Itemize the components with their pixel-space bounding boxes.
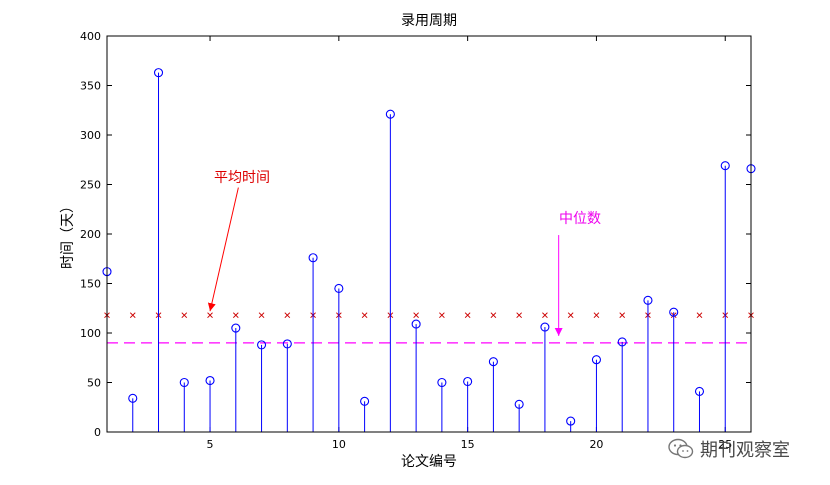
stem-point <box>591 355 601 365</box>
stem-point <box>514 399 524 409</box>
stem-point <box>669 307 679 317</box>
stem-point <box>205 375 215 386</box>
annotation-mean-arrow <box>207 187 239 312</box>
y-tick-label: 350 <box>80 80 101 93</box>
y-tick-label: 100 <box>80 327 101 340</box>
stem-point <box>411 319 421 329</box>
y-tick-label: 200 <box>80 228 101 241</box>
stem-point <box>617 337 627 347</box>
wechat-icon <box>668 438 694 459</box>
stem-point <box>282 339 292 349</box>
mean-marker <box>258 312 265 319</box>
mean-marker <box>516 312 523 319</box>
stem-point <box>334 283 344 294</box>
mean-marker <box>361 312 368 319</box>
y-tick-label: 400 <box>80 30 101 43</box>
plot-frame <box>106 35 752 433</box>
stem-point <box>257 340 267 350</box>
mean-marker <box>696 312 703 319</box>
mean-marker <box>619 312 626 319</box>
mean-marker <box>464 312 471 319</box>
mean-marker <box>413 312 419 319</box>
annotation-mean-label: 平均时间 <box>214 170 270 186</box>
x-tick-label: 20 <box>589 438 603 451</box>
mean-marker <box>207 312 213 319</box>
mean-marker <box>490 312 497 319</box>
y-tick-label: 300 <box>80 129 101 142</box>
x-tick-label: 15 <box>461 438 475 451</box>
mean-marker <box>439 312 445 319</box>
stem-point <box>540 322 550 332</box>
stem-point <box>128 393 138 403</box>
y-tick-label: 250 <box>80 179 101 192</box>
mean-marker <box>593 312 600 319</box>
stem-point <box>566 416 576 426</box>
stem-point <box>488 357 498 367</box>
mean-marker <box>129 312 136 319</box>
y-tick-label: 50 <box>87 377 101 390</box>
stem-point <box>437 377 447 388</box>
x-tick-label: 5 <box>207 438 214 451</box>
stem-point <box>308 253 318 263</box>
stem-point <box>643 295 653 305</box>
mean-marker <box>181 312 188 319</box>
stem-point <box>463 376 473 387</box>
mean-marker <box>567 312 574 319</box>
x-tick-label: 10 <box>332 438 346 451</box>
stem-point <box>360 396 370 406</box>
watermark-text: 期刊观察室 <box>700 440 790 461</box>
mean-marker <box>542 312 548 319</box>
y-axis-label: 时间（天） <box>60 199 76 269</box>
x-tick-label: 25 <box>718 438 732 451</box>
stem-point <box>694 386 705 396</box>
chart-title: 录用周期 <box>401 13 457 29</box>
stem-point <box>153 68 164 78</box>
mean-marker <box>232 312 239 319</box>
annotation-median-label: 中位数 <box>559 211 601 227</box>
y-tick-label: 0 <box>94 426 101 439</box>
stem-point <box>179 377 189 388</box>
stem-point <box>720 161 730 171</box>
watermark: 期刊观察室 <box>668 436 790 462</box>
stem-point <box>385 109 395 119</box>
y-tick-label: 150 <box>80 278 101 291</box>
mean-marker <box>284 312 291 319</box>
stem-point <box>231 323 241 333</box>
x-axis-label: 论文编号 <box>401 454 457 470</box>
